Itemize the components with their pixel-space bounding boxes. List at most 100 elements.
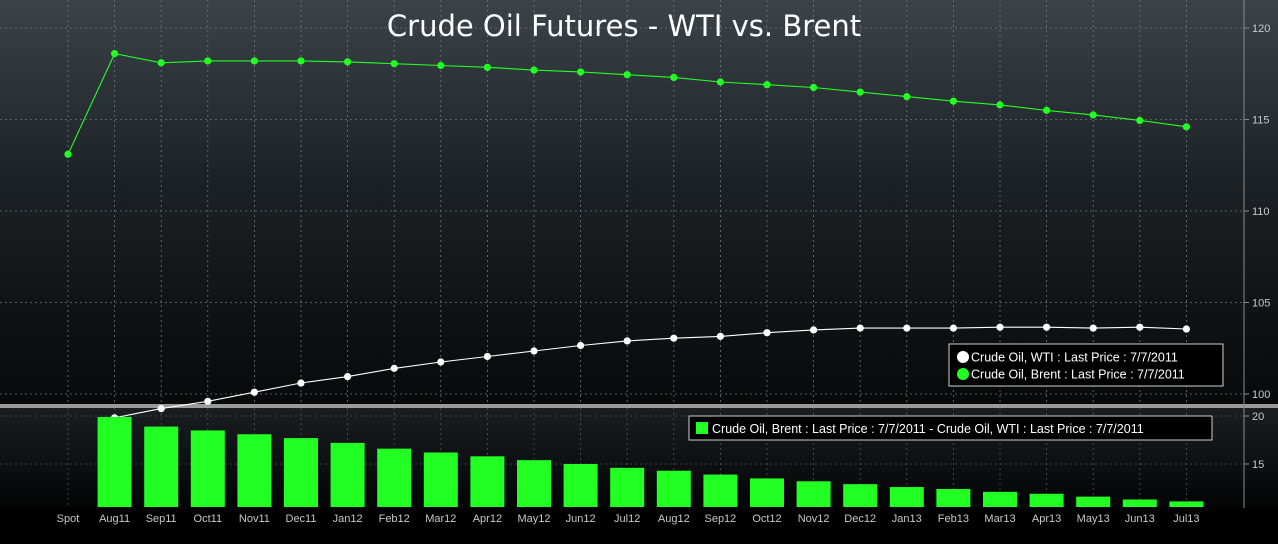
x-tick-label: Jun13 bbox=[1125, 513, 1155, 525]
x-tick-label: Jul12 bbox=[614, 513, 640, 525]
series-0-point bbox=[1182, 325, 1190, 333]
series-1-point bbox=[1136, 116, 1144, 125]
spread-bar bbox=[703, 474, 738, 507]
x-tick-label: Mar12 bbox=[425, 513, 456, 525]
series-0-point bbox=[1043, 323, 1051, 331]
x-tick-label: Jun12 bbox=[566, 513, 596, 525]
x-tick-label: Dec11 bbox=[286, 513, 317, 525]
series-1-point bbox=[716, 78, 725, 86]
series-1-point bbox=[390, 60, 398, 68]
spread-bar bbox=[190, 430, 225, 507]
y-tick-label: 115 bbox=[1252, 115, 1270, 127]
series-1-point bbox=[996, 101, 1004, 109]
series-1-point bbox=[763, 81, 771, 89]
x-tick-label: May13 bbox=[1077, 513, 1110, 525]
series-1-point bbox=[670, 73, 678, 82]
series-0-point bbox=[250, 388, 258, 396]
series-1-point bbox=[1182, 123, 1190, 131]
series-1-point bbox=[344, 58, 352, 66]
spread-bar bbox=[563, 464, 598, 507]
legend-label-0: Crude Oil, WTI : Last Price : 7/7/2011 bbox=[971, 351, 1178, 365]
series-0-point bbox=[437, 358, 445, 366]
series-line-0 bbox=[114, 326, 1187, 419]
bottom-legend-box bbox=[688, 415, 1213, 441]
x-tick-label: Sep12 bbox=[704, 513, 736, 525]
series-1-point bbox=[856, 88, 864, 96]
spread-bar bbox=[97, 416, 132, 507]
series-1-point bbox=[483, 63, 491, 71]
x-tick-label: Aug11 bbox=[99, 513, 130, 525]
series-1-point bbox=[437, 61, 445, 70]
top-legend: Crude Oil, WTI : Last Price : 7/7/2011 Cr… bbox=[948, 343, 1224, 387]
legend-label-1: Crude Oil, Brent : Last Price : 7/7/2011 bbox=[971, 368, 1185, 382]
legend-marker-bar bbox=[696, 422, 708, 434]
series-0-point bbox=[483, 352, 491, 361]
x-tick-label: Nov11 bbox=[239, 513, 270, 525]
spread-bar bbox=[610, 467, 645, 507]
bottom-legend: Crude Oil, Brent : Last Price : 7/7/2011… bbox=[688, 415, 1213, 441]
series-1-point bbox=[1089, 111, 1097, 119]
x-tick-label: May12 bbox=[517, 513, 550, 525]
series-1-point bbox=[250, 57, 258, 65]
spread-bar bbox=[796, 481, 831, 507]
series-0-point bbox=[996, 323, 1004, 331]
series-0-point bbox=[297, 379, 305, 387]
x-tick-label: Nov12 bbox=[798, 513, 830, 525]
x-tick-label: Oct12 bbox=[752, 513, 781, 525]
series-1-point bbox=[64, 150, 72, 158]
spread-bar bbox=[470, 456, 505, 507]
series-1-point bbox=[157, 59, 165, 67]
series-0-point bbox=[763, 329, 771, 337]
spread-bar bbox=[1122, 499, 1157, 507]
series-1-point bbox=[903, 93, 911, 101]
series-1-point bbox=[810, 83, 818, 92]
x-tick-label: Oct11 bbox=[194, 513, 223, 525]
x-tick-label: Jan13 bbox=[892, 513, 922, 525]
top-legend-box bbox=[948, 343, 1224, 387]
y-tick-label: 15 bbox=[1252, 459, 1264, 471]
x-tick-label: Jul13 bbox=[1173, 513, 1199, 525]
x-tick-label: Jan12 bbox=[333, 513, 363, 525]
series-0-point bbox=[157, 405, 165, 413]
y-tick-label: 110 bbox=[1252, 206, 1270, 218]
x-tick-label: Apr12 bbox=[473, 513, 502, 525]
x-tick-label: Dec12 bbox=[844, 513, 876, 525]
spread-bar bbox=[1076, 496, 1111, 507]
spread-bar bbox=[983, 491, 1017, 507]
spread-bar bbox=[1029, 493, 1064, 507]
spread-bar bbox=[237, 434, 272, 507]
chart-title: Crude Oil Futures - WTI vs. Brent bbox=[387, 9, 861, 43]
x-tick-label: Feb12 bbox=[379, 513, 410, 525]
spread-bar bbox=[377, 448, 412, 507]
series-0-point bbox=[856, 324, 864, 332]
y-tick-label: 120 bbox=[1252, 23, 1270, 35]
series-1-point bbox=[1043, 106, 1051, 114]
legend-label-bar: Crude Oil, Brent : Last Price : 7/7/2011… bbox=[712, 422, 1144, 436]
x-tick-label: Mar13 bbox=[984, 513, 1015, 525]
series-1-point bbox=[623, 71, 631, 79]
series-0-point bbox=[390, 364, 398, 372]
series-0-point bbox=[810, 326, 818, 334]
spread-bar bbox=[936, 488, 971, 507]
panel-separator bbox=[0, 404, 1278, 408]
x-tick-label: Aug12 bbox=[658, 513, 690, 525]
series-1-point bbox=[577, 68, 585, 76]
spread-bar bbox=[330, 442, 365, 507]
series-0-point bbox=[623, 337, 631, 345]
y-tick-label: 105 bbox=[1252, 298, 1270, 310]
series-0-point bbox=[1089, 324, 1097, 332]
series-0-point bbox=[530, 347, 538, 355]
series-0-point bbox=[716, 332, 725, 340]
series-0-point bbox=[204, 397, 212, 405]
x-tick-label: Apr13 bbox=[1032, 513, 1061, 525]
series-0-point bbox=[670, 334, 678, 342]
x-tick-label: Feb13 bbox=[938, 513, 969, 525]
series-0-point bbox=[949, 324, 958, 332]
spread-bar bbox=[423, 452, 458, 507]
x-axis-background bbox=[0, 508, 1278, 544]
series-1-point bbox=[111, 50, 119, 58]
spread-bar bbox=[843, 484, 878, 507]
series-1-point bbox=[530, 66, 538, 74]
